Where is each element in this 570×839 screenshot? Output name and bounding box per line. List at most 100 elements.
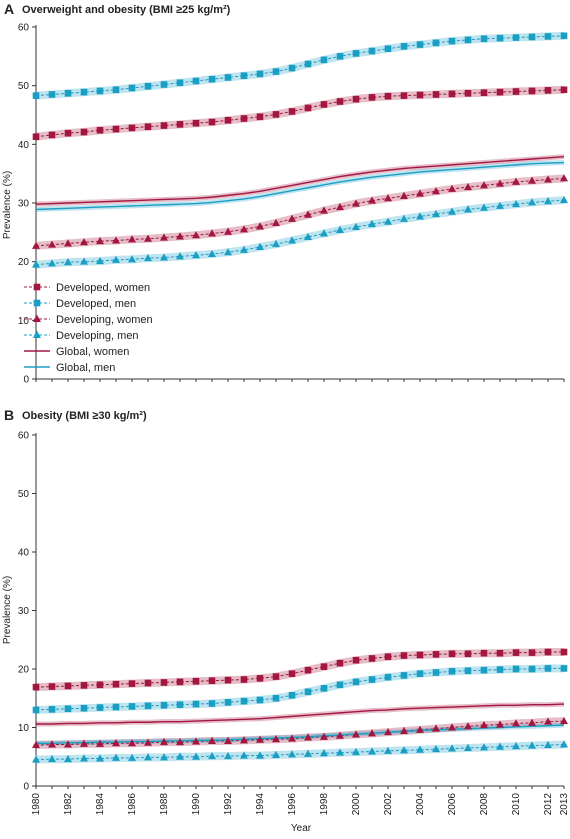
- panel-b: B Obesity (BMI ≥30 kg/m²) Prevalence (%)…: [2, 407, 570, 834]
- data-point-developing-women: [48, 740, 56, 748]
- data-point-developed-women: [176, 678, 184, 686]
- data-point-developed-men: [224, 699, 232, 706]
- data-point-developing-women: [272, 218, 280, 226]
- series-line-global-men: [36, 161, 565, 211]
- series-line-global-women: [36, 703, 565, 725]
- data-point-developed-men: [240, 72, 248, 79]
- data-point-developing-men: [288, 236, 296, 244]
- data-point-developed-women: [528, 87, 536, 95]
- y-tick-label: 60: [18, 23, 30, 34]
- data-point-developed-men: [144, 702, 152, 710]
- data-point-developed-men: [416, 41, 424, 48]
- data-point-developing-men: [464, 205, 472, 213]
- data-point-developing-women: [48, 240, 56, 248]
- series-line-developed-women: [36, 651, 564, 688]
- data-point-developed-women: [448, 650, 456, 658]
- data-point-developing-women: [384, 194, 392, 202]
- x-tick-label: 1992: [223, 793, 234, 816]
- data-point-developing-women: [560, 716, 568, 725]
- legend-item-developing-men: Developing, men: [24, 330, 139, 342]
- data-point-developing-women: [192, 231, 200, 239]
- panel-b-markers: [32, 648, 568, 763]
- data-point-developed-women: [128, 680, 136, 687]
- data-point-developed-men: [560, 32, 568, 40]
- data-point-developing-men: [384, 217, 392, 225]
- data-point-developing-women: [320, 732, 328, 740]
- data-point-developed-women: [176, 121, 184, 128]
- legend-item-global-women: Global, women: [24, 346, 129, 358]
- x-tick-label: 2002: [383, 793, 394, 816]
- data-point-developed-men: [496, 666, 504, 673]
- data-point-developed-men: [288, 64, 296, 72]
- data-point-developed-women: [336, 659, 344, 667]
- data-point-developing-women: [80, 739, 88, 747]
- data-point-developed-women: [448, 90, 456, 98]
- x-tick-label: 1988: [159, 793, 170, 816]
- data-point-developing-men: [384, 746, 392, 754]
- data-point-developed-women: [320, 663, 328, 670]
- data-point-developed-women: [400, 92, 408, 99]
- data-point-developing-women: [208, 736, 216, 744]
- data-point-developing-men: [208, 751, 216, 760]
- data-point-developed-men: [176, 79, 184, 87]
- data-point-developing-women: [32, 740, 40, 749]
- data-point-developing-women: [256, 222, 264, 230]
- data-point-developing-men: [560, 740, 568, 748]
- data-point-developed-women: [112, 125, 120, 133]
- data-point-developed-men: [160, 81, 168, 88]
- data-point-developed-men: [208, 700, 216, 707]
- data-point-developing-men: [160, 753, 168, 761]
- data-point-developing-men: [416, 745, 424, 753]
- data-point-developed-men: [464, 667, 472, 675]
- data-point-developed-men: [160, 701, 168, 709]
- x-tick-label: 1982: [63, 793, 74, 816]
- data-point-developed-men: [416, 670, 424, 677]
- data-point-developing-women: [112, 236, 120, 244]
- data-point-developing-women: [416, 725, 424, 733]
- legend-swatch-developed-women: [24, 283, 50, 291]
- data-point-developed-men: [320, 685, 328, 692]
- y-tick-label: 60: [18, 431, 30, 442]
- panel-a-title: Overweight and obesity (BMI ≥25 kg/m²): [22, 4, 231, 16]
- data-point-developing-women: [368, 729, 376, 737]
- data-point-developed-women: [272, 111, 280, 118]
- y-tick-label: 20: [18, 665, 30, 676]
- data-point-developed-women: [192, 119, 200, 127]
- data-point-developed-men: [336, 681, 344, 689]
- data-point-developing-men: [48, 754, 56, 763]
- y-tick-label: 30: [18, 199, 30, 210]
- data-point-developed-men: [256, 70, 264, 78]
- data-point-developing-men: [480, 743, 488, 751]
- data-point-developing-women: [144, 234, 152, 242]
- data-point-developing-men: [416, 212, 424, 220]
- data-point-developing-women: [560, 174, 568, 182]
- data-point-developed-men: [352, 678, 360, 686]
- data-point-developed-women: [240, 115, 248, 122]
- data-point-developing-men: [368, 219, 376, 228]
- data-point-developing-women: [176, 737, 184, 746]
- data-point-developing-women: [160, 737, 168, 746]
- data-point-developing-men: [128, 255, 136, 263]
- data-point-developed-women: [48, 683, 56, 690]
- x-tick-label: 1998: [319, 793, 330, 816]
- legend-swatch-developing-women: [24, 314, 50, 322]
- series-line-developing-men: [36, 199, 565, 266]
- data-point-developed-women: [512, 649, 520, 656]
- data-point-developing-men: [432, 209, 440, 218]
- series-line-developed-men: [36, 35, 565, 97]
- data-point-developing-women: [384, 727, 392, 736]
- data-point-developed-men: [64, 89, 72, 97]
- legend-label-developed-men: Developed, men: [56, 298, 136, 310]
- series-line-developing-men: [36, 743, 565, 761]
- data-point-developed-men: [112, 703, 120, 711]
- data-point-developed-women: [224, 116, 232, 124]
- data-point-developed-men: [528, 33, 536, 41]
- data-point-developed-women: [208, 118, 216, 126]
- data-point-developed-men: [384, 673, 392, 681]
- data-point-developing-men: [272, 750, 280, 758]
- data-point-developed-women: [128, 124, 136, 132]
- data-point-developing-women: [224, 736, 232, 744]
- legend-marker: [33, 314, 41, 322]
- data-point-developing-women: [400, 726, 408, 735]
- data-point-developed-men: [384, 45, 392, 53]
